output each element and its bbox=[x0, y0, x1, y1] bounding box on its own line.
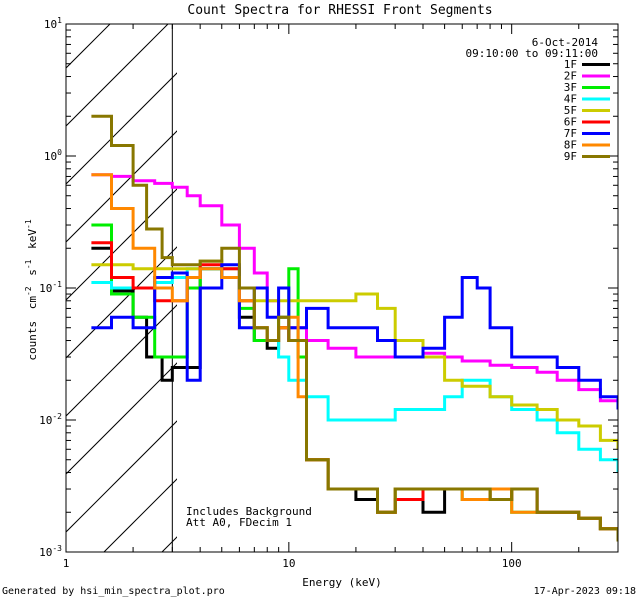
legend-time-range: 09:10:00 to 09:11:00 bbox=[466, 47, 598, 60]
y-label-counts: counts bbox=[26, 321, 39, 361]
y-tick-label: 10-2 bbox=[39, 412, 62, 427]
x-tick-label: 1 bbox=[63, 557, 70, 570]
series-line-7F bbox=[91, 263, 618, 410]
y-tick-label: 10-1 bbox=[39, 280, 62, 295]
y-axis-ticks bbox=[66, 23, 618, 553]
hatched-region bbox=[66, 24, 177, 552]
series-line-9F bbox=[91, 114, 618, 542]
svg-text:counts cm-2 s-1: counts cm-2 s-1 keV-1 bbox=[21, 219, 39, 360]
footer-generated-by: Generated by hsi_min_spectra_plot.pro bbox=[2, 586, 225, 597]
legend-label-9F: 9F bbox=[564, 150, 577, 163]
y-label-cm: cm bbox=[26, 296, 39, 310]
hatch-line bbox=[103, 478, 177, 552]
legend-label-5F: 5F bbox=[564, 104, 577, 117]
y-axis-tick-labels: 10-3 10-2 10-1 100 101 bbox=[39, 16, 62, 559]
y-label-s-exp: -1 bbox=[24, 259, 33, 269]
hatch-line bbox=[66, 24, 169, 127]
series-group bbox=[91, 114, 618, 542]
y-tick-label: 100 bbox=[44, 148, 62, 163]
legend-label-7F: 7F bbox=[564, 127, 577, 140]
legend-label-3F: 3F bbox=[564, 81, 577, 94]
x-axis-tick-labels: 1 10 100 bbox=[63, 557, 522, 570]
y-label-cm-exp: -2 bbox=[24, 286, 33, 296]
series-line-1F bbox=[91, 246, 618, 542]
footer-date: 17-Apr-2023 09:18 bbox=[534, 586, 636, 597]
hatch-line bbox=[66, 188, 177, 301]
legend-label-1F: 1F bbox=[564, 58, 577, 71]
hatch-line bbox=[66, 72, 177, 185]
annotation-background: Includes Background bbox=[186, 505, 312, 518]
y-tick-label: 10-3 bbox=[39, 544, 62, 559]
x-axis-ticks bbox=[65, 24, 619, 552]
x-tick-label: 100 bbox=[502, 557, 522, 570]
x-axis-label: Energy (keV) bbox=[302, 576, 381, 589]
hatch-line bbox=[66, 362, 177, 475]
legend-label-4F: 4F bbox=[564, 93, 577, 106]
hatch-line bbox=[66, 420, 177, 533]
legend-label-2F: 2F bbox=[564, 70, 577, 83]
legend-date: 6-Oct-2014 bbox=[532, 36, 599, 49]
y-label-kev-exp: -1 bbox=[24, 219, 33, 229]
x-tick-label: 10 bbox=[282, 557, 295, 570]
legend-label-8F: 8F bbox=[564, 139, 577, 152]
y-axis-label: counts cm-2 s-1 keV-1 bbox=[21, 219, 39, 360]
legend-label-6F: 6F bbox=[564, 116, 577, 129]
y-tick-label: 101 bbox=[44, 16, 62, 31]
annotation-attenuator: Att A0, FDecim 1 bbox=[186, 516, 292, 529]
y-label-kev: keV bbox=[26, 229, 39, 249]
series-line-2F bbox=[91, 173, 618, 410]
legend: 6-Oct-2014 09:10:00 to 09:11:00 1F2F3F4F… bbox=[466, 36, 610, 163]
y-label-s: s bbox=[26, 269, 39, 276]
chart-title: Count Spectra for RHESSI Front Segments bbox=[187, 3, 492, 18]
